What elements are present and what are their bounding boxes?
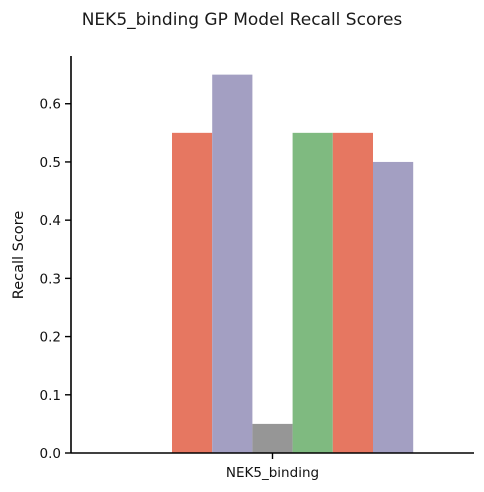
bar-3	[252, 423, 293, 453]
y-tick-label-0: 0.0	[40, 446, 61, 462]
y-tick-label-5: 0.5	[40, 155, 61, 171]
bar-6	[373, 161, 414, 453]
bar-5	[332, 132, 373, 453]
chart-title: NEK5_binding GP Model Recall Scores	[82, 10, 403, 30]
y-tick-label-2: 0.2	[40, 330, 61, 346]
bar-4	[292, 132, 333, 453]
y-tick-label-1: 0.1	[40, 388, 61, 404]
bar-1	[172, 132, 213, 453]
bars-group	[172, 74, 414, 453]
y-tick-label-3: 0.3	[40, 271, 61, 287]
x-axis-ticks: NEK5_binding	[226, 453, 319, 481]
y-tick-label-6: 0.6	[40, 97, 61, 113]
y-tick-label-4: 0.4	[40, 213, 61, 229]
bar-2	[212, 74, 253, 453]
y-axis-ticks: 0.0 0.1 0.2 0.3 0.4 0.5 0.6	[40, 97, 71, 462]
y-axis-label: Recall Score	[11, 211, 27, 300]
x-tick-label-0: NEK5_binding	[226, 465, 319, 481]
